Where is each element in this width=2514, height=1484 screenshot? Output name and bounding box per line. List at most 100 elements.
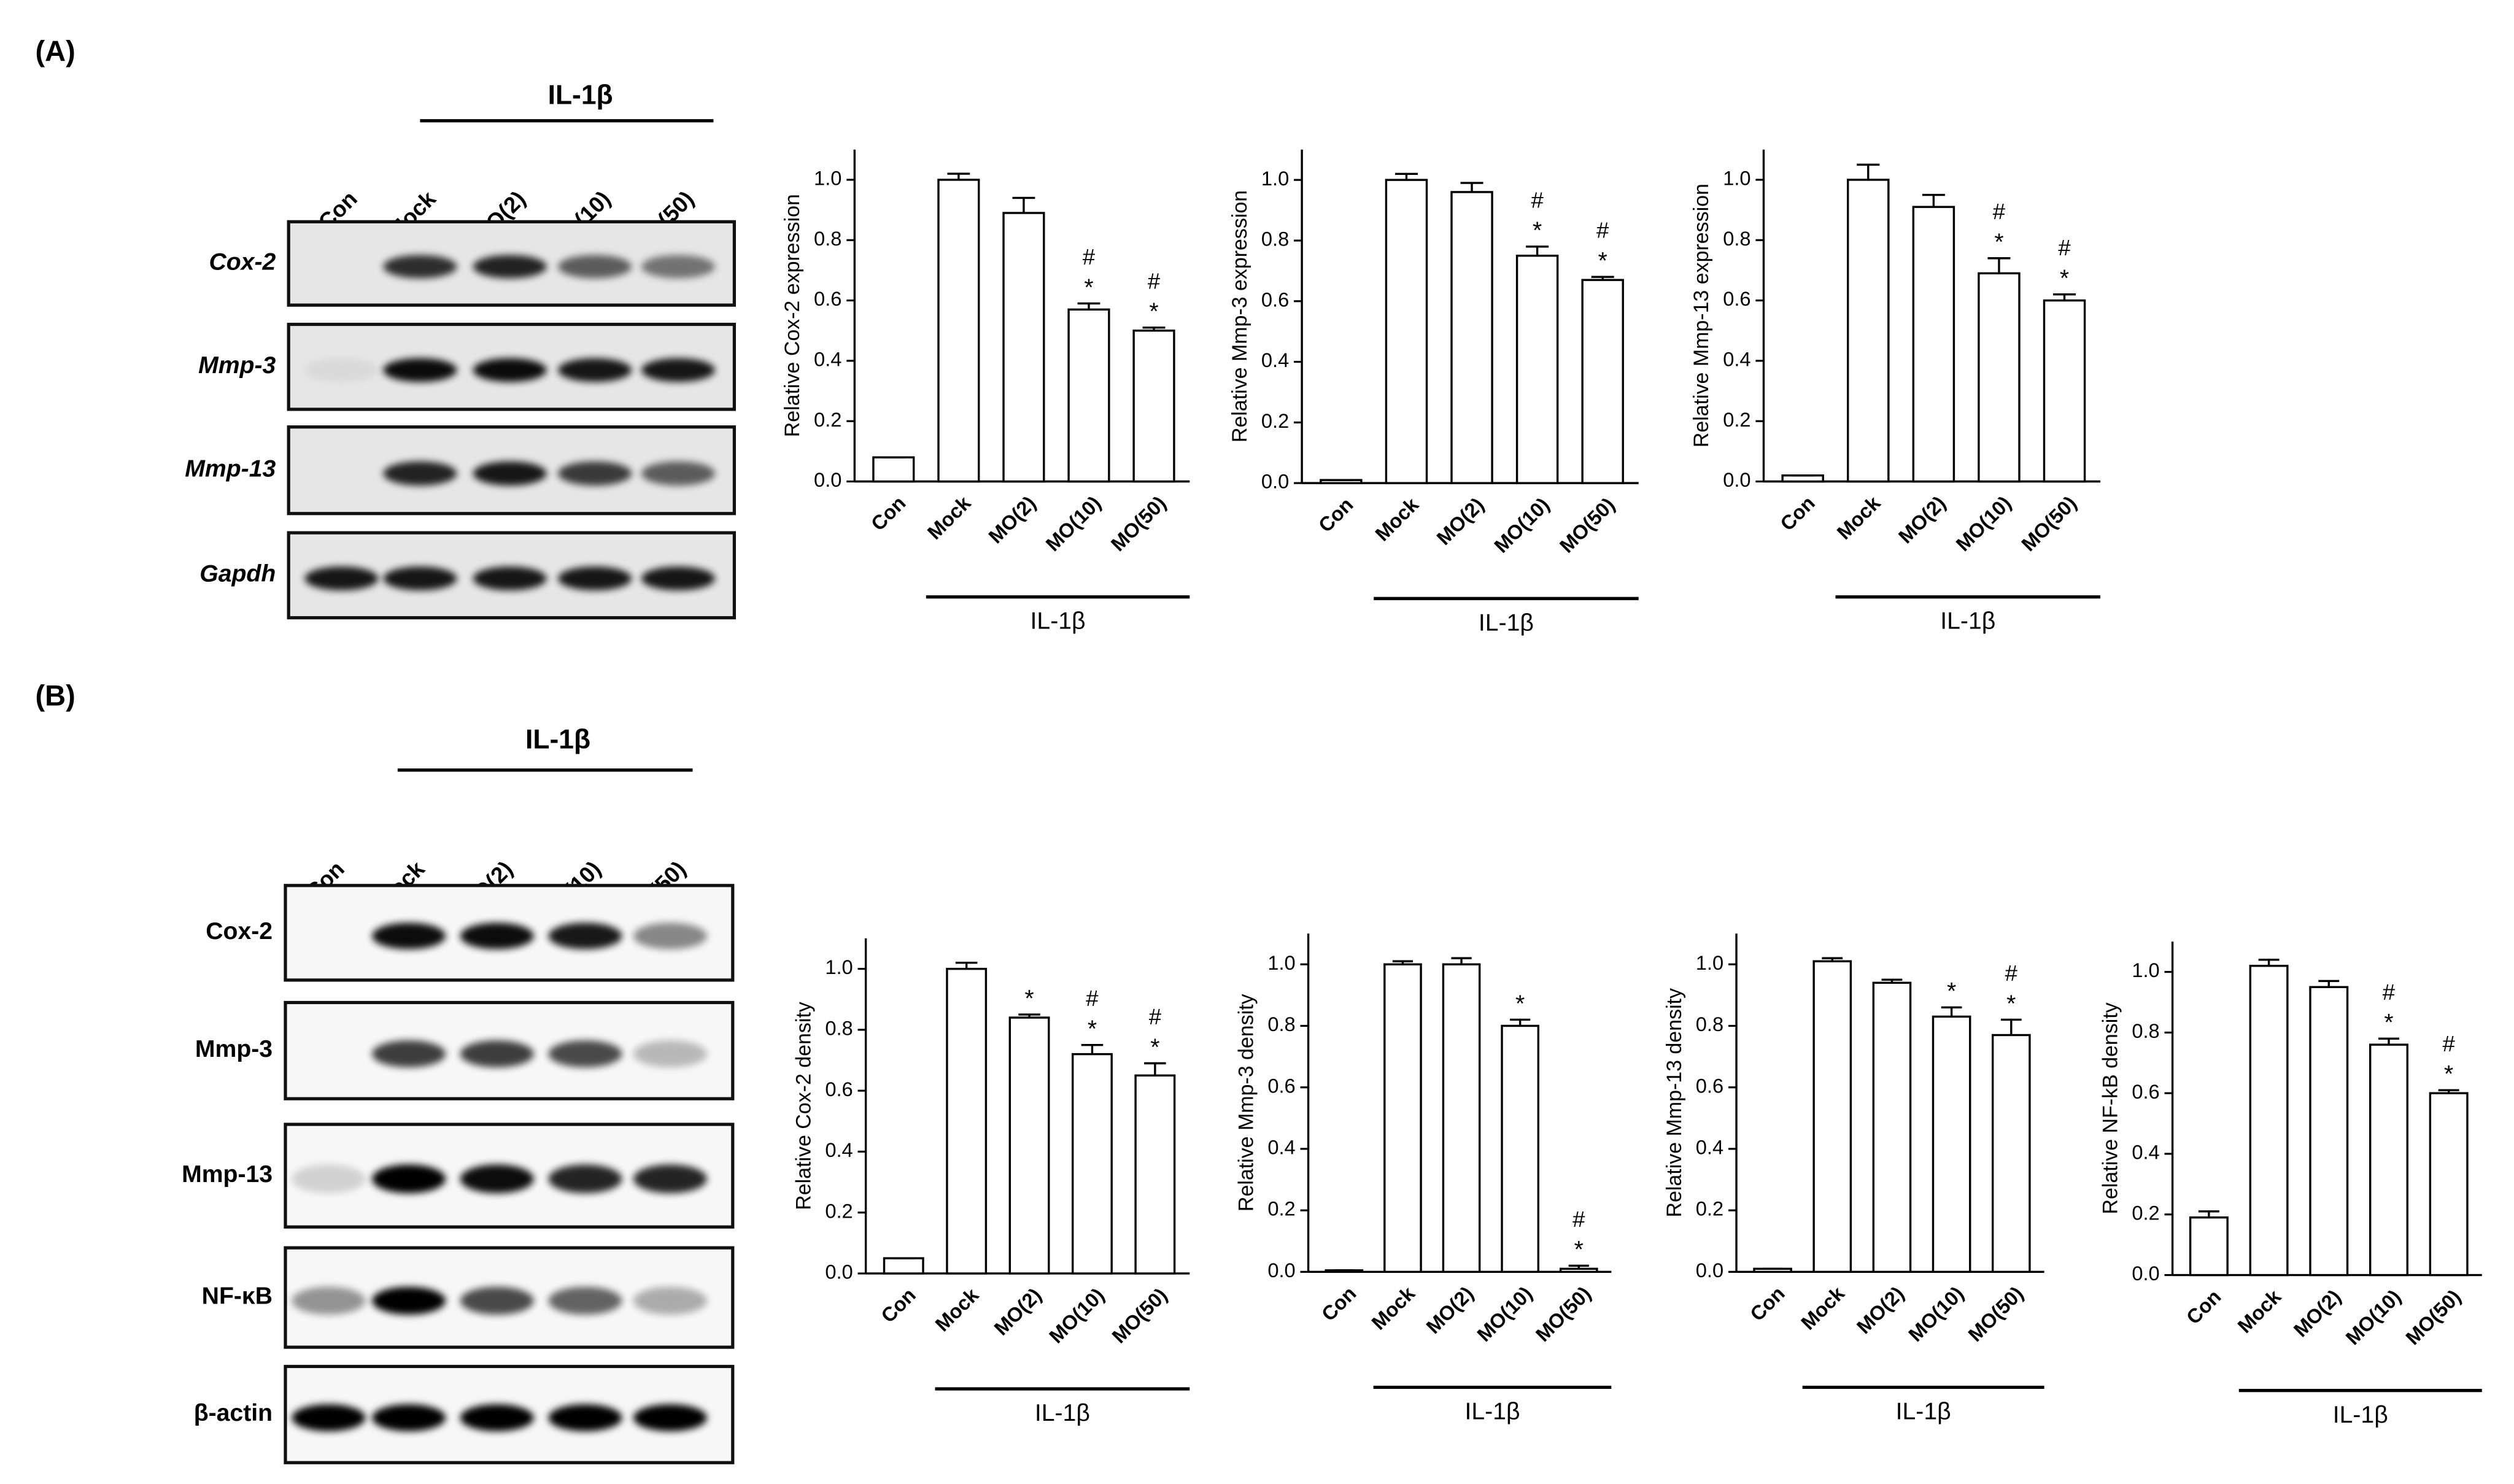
blot-band — [548, 1164, 622, 1194]
panel-label: (B) — [35, 679, 75, 712]
bar — [1008, 1016, 1050, 1275]
significance-hash: # — [1149, 1004, 1162, 1029]
y-tick-label: 1.0 — [814, 167, 841, 190]
blot-row-label: NF-κB — [202, 1283, 273, 1309]
y-axis-label: Relative Mmp-13 density — [1663, 988, 1686, 1217]
significance-hash: # — [1086, 986, 1099, 1011]
group-label: IL-1β — [1464, 1399, 1520, 1425]
significance-hash: # — [2383, 980, 2396, 1005]
y-axis-label: Relative Cox-2 density — [792, 1002, 815, 1210]
blot-band — [473, 566, 547, 590]
blot-band — [383, 358, 457, 382]
y-tick-label: 0.4 — [814, 348, 841, 371]
y-tick-label: 0.0 — [2132, 1262, 2159, 1285]
blot-band — [633, 922, 707, 949]
y-tick-label: 0.0 — [1267, 1259, 1295, 1281]
group-label: IL-1β — [1940, 608, 1995, 635]
blot-band — [460, 1404, 534, 1432]
bar — [1932, 1015, 1971, 1273]
group-label: IL-1β — [1031, 608, 1086, 635]
y-tick-label: 1.0 — [1696, 951, 1723, 974]
blot-band — [548, 1404, 622, 1432]
y-tick-label: 0.2 — [1723, 408, 1750, 431]
blot-row-label: Cox-2 — [206, 918, 273, 945]
blot-row-label: Gapdh — [199, 561, 276, 587]
significance-hash: # — [1148, 268, 1161, 293]
blot-band — [633, 1286, 707, 1315]
significance-hash: # — [1083, 244, 1096, 269]
blot-band — [641, 358, 716, 382]
significance-star: * — [1024, 986, 1034, 1012]
blot-band — [641, 255, 716, 279]
blot-band — [383, 461, 457, 486]
y-tick-label: 0.4 — [1723, 348, 1750, 371]
bar — [1872, 981, 1912, 1273]
significance-star: * — [1533, 218, 1542, 244]
bar — [1559, 1267, 1598, 1273]
blot-band — [372, 1404, 446, 1432]
bar — [1978, 272, 2021, 483]
bar — [1581, 279, 1624, 484]
blot-band — [633, 1404, 707, 1432]
blot-row-label: Mmp-3 — [195, 1036, 273, 1062]
y-tick-label: 1.0 — [1261, 167, 1289, 190]
treatment-label: IL-1β — [525, 724, 590, 754]
bar — [1383, 963, 1422, 1273]
blot-band — [292, 1164, 366, 1194]
y-tick-label: 0.2 — [825, 1199, 853, 1222]
blot-band — [548, 1040, 622, 1068]
y-axis-label: Relative Mmp-3 expression — [1228, 190, 1251, 442]
blot-band — [460, 1286, 534, 1315]
significance-hash: # — [1596, 218, 1609, 243]
significance-hash: # — [1531, 187, 1544, 212]
bar — [1002, 212, 1045, 483]
blot-band — [460, 1164, 534, 1194]
blot-band — [558, 358, 632, 382]
significance-star: * — [1994, 230, 2003, 256]
blot-band — [372, 922, 446, 949]
y-tick-label: 0.6 — [2132, 1080, 2159, 1103]
significance-hash: # — [2005, 960, 2018, 986]
significance-hash: # — [2058, 235, 2071, 260]
blot-band — [558, 255, 632, 279]
bar — [1501, 1024, 1540, 1273]
bar — [2043, 299, 2086, 483]
significance-hash: # — [2443, 1031, 2456, 1056]
y-tick-label: 0.8 — [1267, 1013, 1295, 1035]
group-label: IL-1β — [1896, 1399, 1951, 1425]
y-tick-label: 0.0 — [1261, 470, 1289, 493]
y-tick-label: 0.6 — [1267, 1074, 1295, 1097]
y-tick-label: 0.8 — [1696, 1013, 1723, 1035]
blot-band — [641, 566, 716, 590]
blot-row-label: Mmp-3 — [198, 352, 276, 379]
significance-star: * — [1150, 1034, 1159, 1061]
y-tick-label: 0.4 — [1696, 1136, 1723, 1159]
blot-band — [372, 1040, 446, 1068]
panel-label: (A) — [35, 34, 75, 67]
blot-band — [460, 1040, 534, 1068]
significance-star: * — [2006, 991, 2016, 1017]
significance-star: * — [1598, 248, 1607, 274]
significance-star: * — [2060, 266, 2069, 292]
y-tick-label: 0.8 — [814, 227, 841, 250]
y-tick-label: 0.8 — [1261, 228, 1289, 250]
bar — [2309, 986, 2349, 1277]
blot-band — [292, 1404, 366, 1432]
bar — [2369, 1043, 2408, 1277]
blot-band — [473, 358, 547, 382]
y-tick-label: 0.6 — [1723, 287, 1750, 310]
y-axis-label: Relative Mmp-3 density — [1234, 994, 1258, 1212]
y-tick-label: 0.4 — [1261, 349, 1289, 371]
bar — [2429, 1092, 2469, 1277]
y-tick-label: 0.8 — [825, 1017, 853, 1040]
bar — [1132, 330, 1175, 483]
y-tick-label: 0.4 — [825, 1138, 853, 1161]
blot-row-label: Mmp-13 — [182, 1161, 273, 1188]
bar — [1450, 191, 1493, 484]
y-tick-label: 0.0 — [1723, 468, 1750, 491]
bar — [1812, 960, 1852, 1273]
significance-star: * — [1515, 991, 1525, 1017]
blot-band — [372, 1286, 446, 1315]
significance-star: * — [2384, 1010, 2393, 1036]
y-axis-label: Relative NF-kB density — [2098, 1002, 2122, 1214]
